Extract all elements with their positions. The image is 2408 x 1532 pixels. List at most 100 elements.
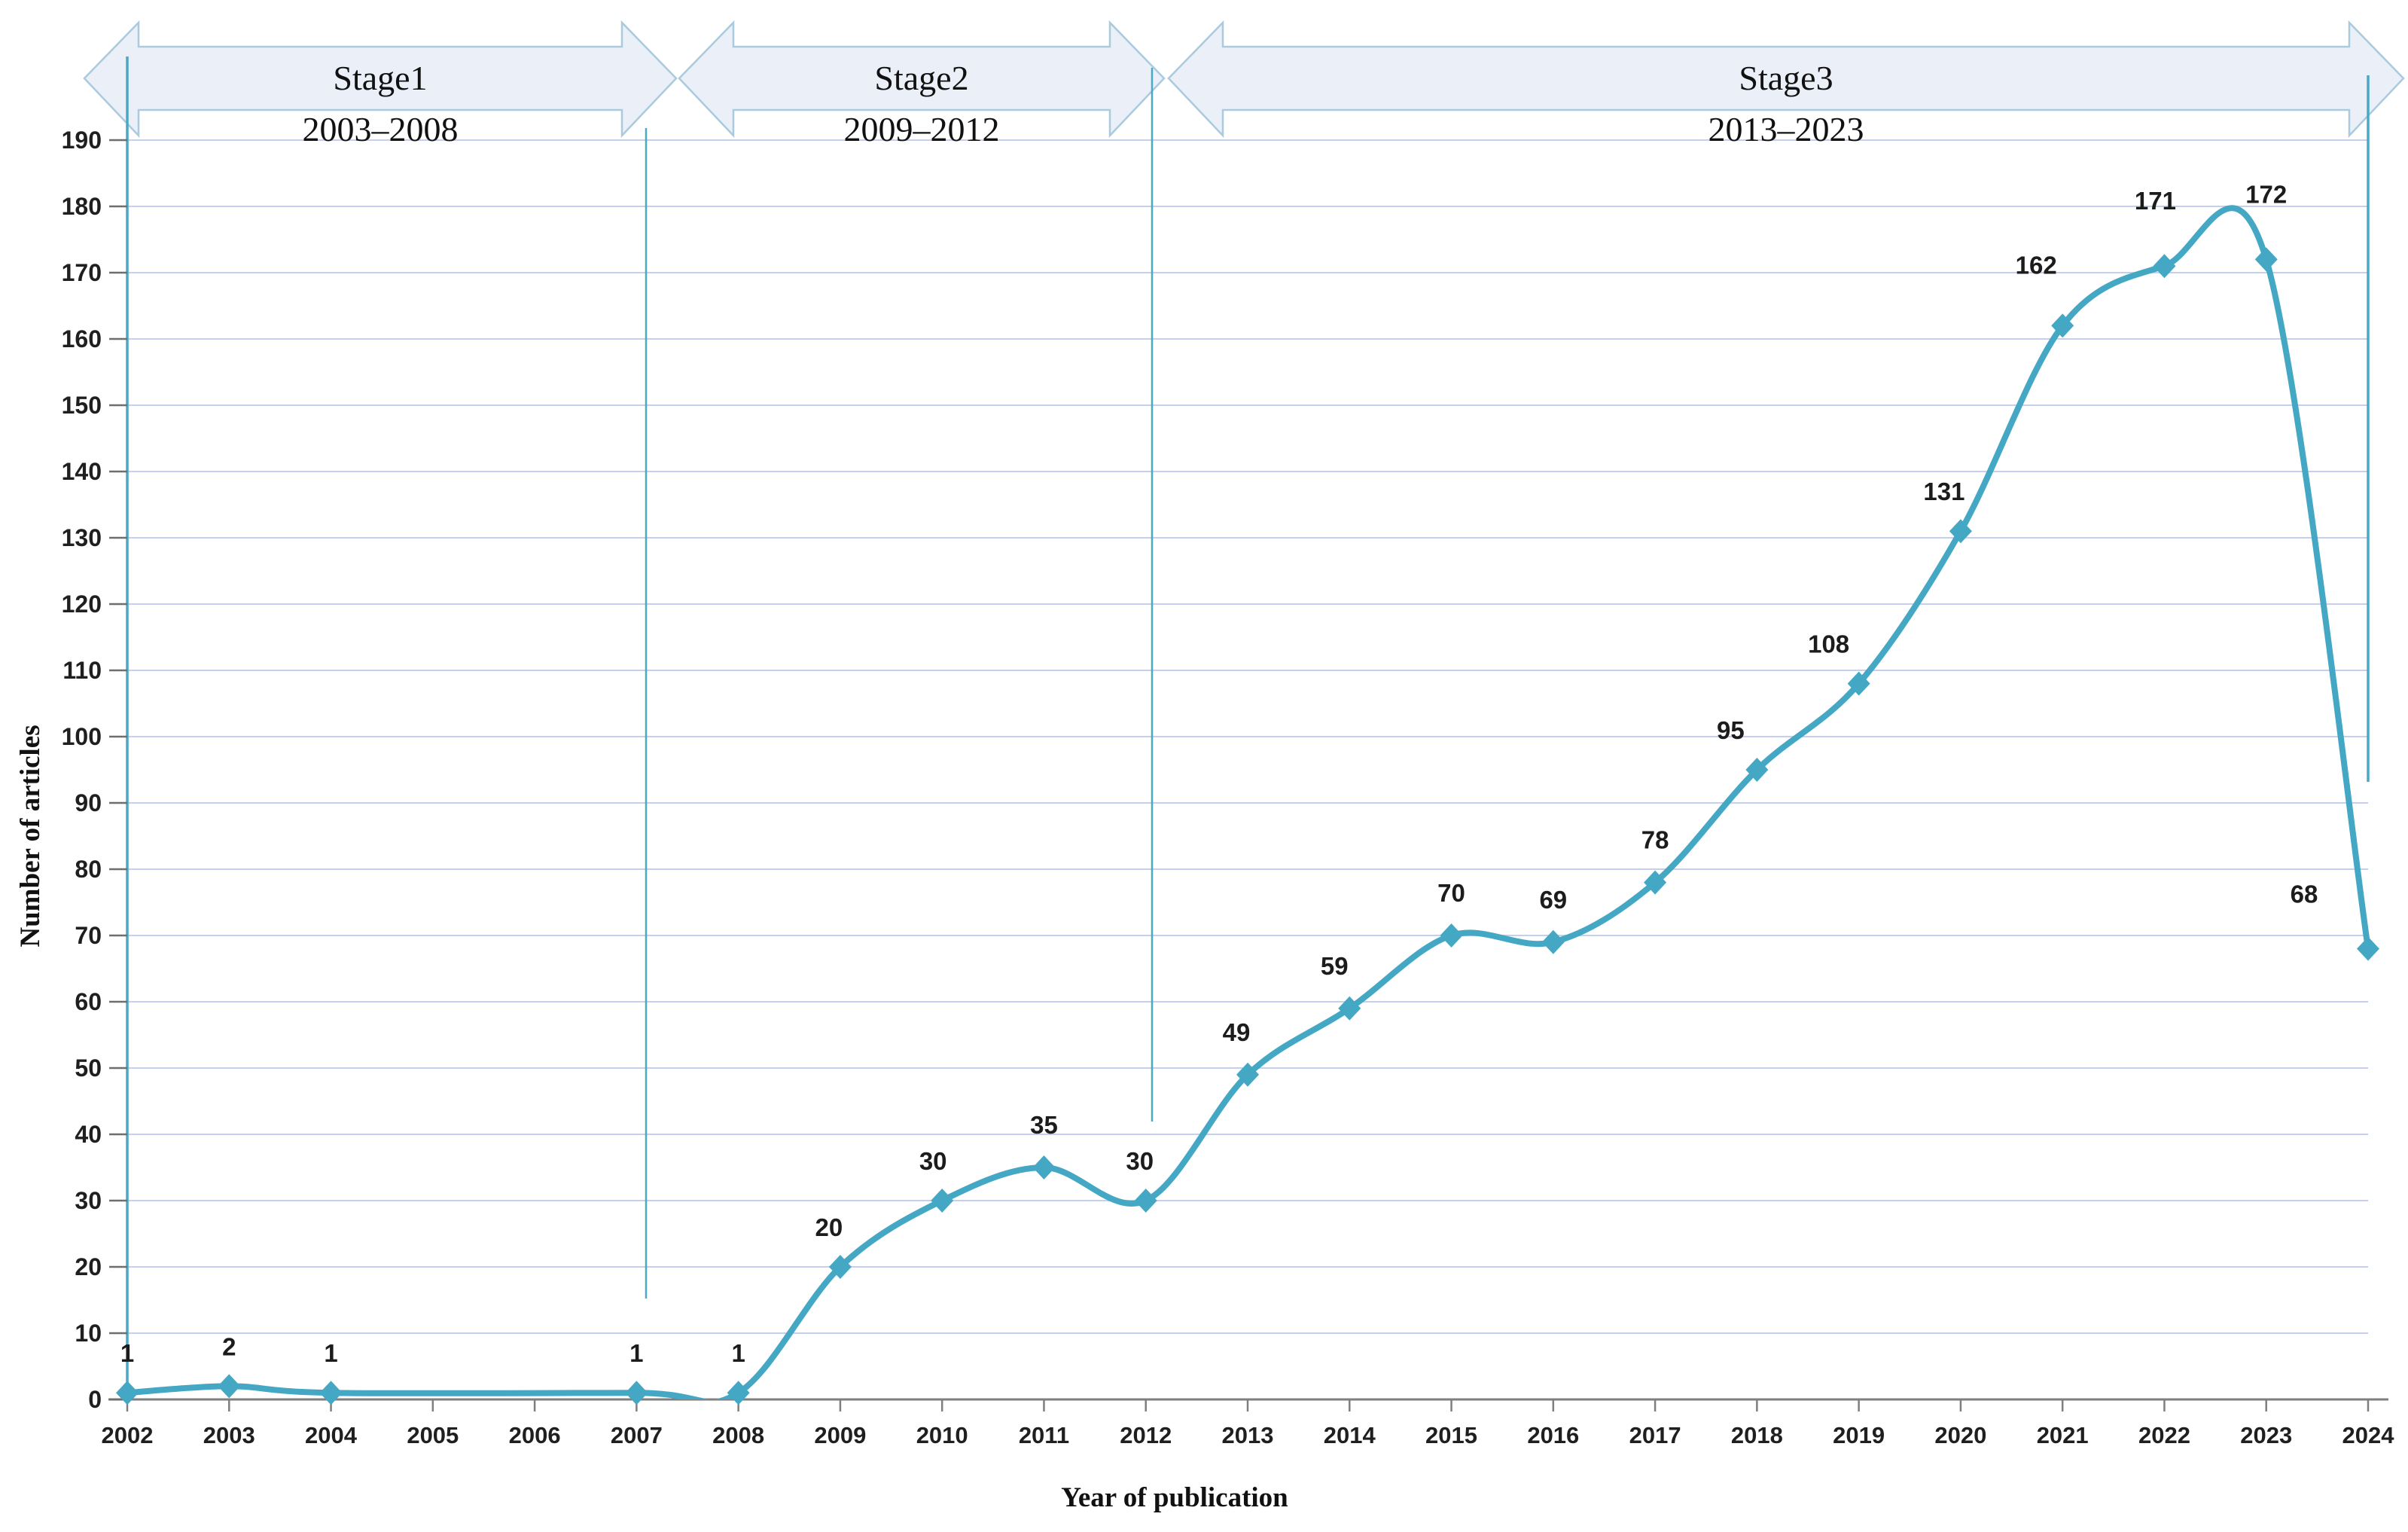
data-label: 162 <box>2016 251 2057 279</box>
line-series <box>124 205 2371 1399</box>
x-tick-label: 2017 <box>1629 1422 1681 1448</box>
x-tick-label: 2003 <box>203 1422 255 1448</box>
data-label: 172 <box>2245 180 2287 208</box>
x-tick-label: 2002 <box>102 1422 154 1448</box>
data-label: 2 <box>222 1332 236 1360</box>
y-tick-label: 30 <box>75 1187 102 1214</box>
y-tick-label: 90 <box>75 789 102 816</box>
stage2-range: 2009–2012 <box>844 110 1000 148</box>
data-point-marker <box>1847 671 1870 696</box>
stage1-banner-arrow <box>83 20 678 139</box>
y-axis-title: Number of articles <box>15 725 46 947</box>
stage3-label: Stage3 <box>1739 59 1833 97</box>
data-point-marker <box>625 1381 648 1405</box>
y-tick-label: 160 <box>62 325 102 352</box>
data-point-marker <box>319 1381 343 1405</box>
x-tick-label: 2006 <box>509 1422 561 1448</box>
data-point-marker <box>1134 1189 1157 1213</box>
x-tick-label: 2015 <box>1425 1422 1477 1448</box>
data-label: 69 <box>1539 886 1567 914</box>
data-point-marker <box>116 1381 139 1405</box>
stage3-banner-arrow <box>1167 20 2405 139</box>
x-tick-label: 2016 <box>1527 1422 1579 1448</box>
data-point-marker <box>2153 254 2176 279</box>
data-label: 20 <box>815 1213 843 1241</box>
y-tick-label: 80 <box>75 856 102 883</box>
data-label: 30 <box>1126 1147 1154 1175</box>
x-tick-label: 2022 <box>2138 1422 2190 1448</box>
y-tick-label: 130 <box>62 524 102 551</box>
y-tick-label: 150 <box>62 392 102 419</box>
y-tick-label: 40 <box>75 1121 102 1148</box>
x-tick-label: 2013 <box>1222 1422 1274 1448</box>
x-tick-label: 2008 <box>712 1422 764 1448</box>
data-point-marker <box>1236 1062 1259 1087</box>
y-tick-label: 0 <box>88 1386 102 1413</box>
y-tick-label: 60 <box>75 988 102 1015</box>
x-tick-label: 2011 <box>1019 1422 1069 1448</box>
x-tick-label: 2023 <box>2240 1422 2292 1448</box>
data-point-marker <box>828 1255 852 1279</box>
stage-banners: Stage1 2003–2008 Stage2 2009–2012 Stage3 2013… <box>83 20 2405 148</box>
data-point-marker <box>1032 1155 1056 1180</box>
stage2-banner-arrow <box>678 20 1166 139</box>
data-label: 70 <box>1437 879 1465 907</box>
x-tick-label: 2012 <box>1120 1422 1172 1448</box>
data-label: 131 <box>1923 478 1965 505</box>
data-point-marker <box>1644 870 1667 895</box>
data-label: 35 <box>1030 1111 1058 1139</box>
data-point-marker <box>2357 936 2379 961</box>
gridlines <box>127 139 2368 1334</box>
data-point-marker <box>1338 996 1361 1021</box>
data-point-marker <box>727 1381 750 1405</box>
data-label: 1 <box>731 1339 745 1367</box>
y-tick-label: 100 <box>62 723 102 750</box>
data-label: 30 <box>919 1147 947 1175</box>
x-tick-label: 2018 <box>1731 1422 1783 1448</box>
y-tick-label: 10 <box>75 1320 102 1347</box>
y-tick-label: 110 <box>62 657 102 684</box>
data-point-marker <box>1745 758 1769 782</box>
x-tick-label: 2009 <box>814 1422 866 1448</box>
data-label: 108 <box>1808 630 1849 658</box>
stage-separator-lines <box>645 68 2370 1299</box>
x-tick-label: 2007 <box>611 1422 663 1448</box>
x-tick-label: 2019 <box>1833 1422 1885 1448</box>
data-point-markers <box>116 247 2379 1405</box>
y-tick-label: 170 <box>62 259 102 286</box>
data-point-marker <box>931 1189 954 1213</box>
data-point-marker <box>1949 519 1972 544</box>
data-label: 1 <box>120 1339 134 1367</box>
data-label: 171 <box>2135 187 2176 215</box>
y-tick-label: 180 <box>62 193 102 220</box>
x-tick-label: 2021 <box>2037 1422 2089 1448</box>
y-tick-label: 190 <box>62 127 102 154</box>
stage1-range: 2003–2008 <box>303 110 459 148</box>
data-label: 1 <box>324 1339 337 1367</box>
x-tick-label: 2004 <box>305 1422 358 1448</box>
data-label: 78 <box>1641 826 1669 854</box>
x-tick-label: 2005 <box>407 1422 459 1448</box>
data-label: 49 <box>1223 1018 1251 1046</box>
y-tick-label: 70 <box>75 922 102 949</box>
data-label: 95 <box>1717 716 1745 744</box>
data-labels: 1 2 1 1 1 20 30 35 30 49 59 70 69 78 95 108 131 162 171 172… <box>120 180 2318 1367</box>
y-tick-label: 20 <box>75 1253 102 1280</box>
data-label: 59 <box>1321 952 1349 980</box>
y-tick-label: 120 <box>62 591 102 618</box>
data-point-marker <box>2051 313 2074 338</box>
x-tick-label: 2024 <box>2342 1422 2395 1448</box>
trend-line <box>124 205 2371 1399</box>
axes: 0102030405060708090100110120130140150160… <box>62 56 2395 1448</box>
x-axis-title: Year of publication <box>1061 1482 1288 1513</box>
x-tick-label: 2010 <box>916 1422 968 1448</box>
data-point-marker <box>1440 923 1463 948</box>
stage1-label: Stage1 <box>333 59 427 97</box>
data-point-marker <box>218 1374 241 1399</box>
stage3-range: 2013–2023 <box>1708 110 1864 148</box>
x-tick-label: 2020 <box>1934 1422 1986 1448</box>
x-tick-label: 2014 <box>1324 1422 1376 1448</box>
y-tick-label: 50 <box>75 1054 102 1082</box>
